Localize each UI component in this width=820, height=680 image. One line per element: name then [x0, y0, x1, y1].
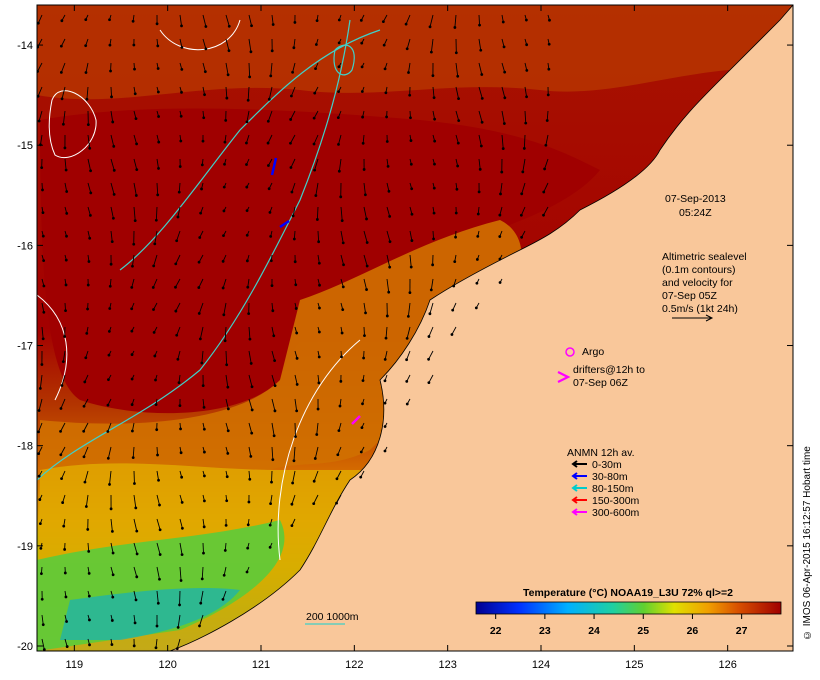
credit-text: © IMOS 06-Apr-2015 16:12:57 Hobart time — [802, 446, 813, 640]
anmn-item-label: 0-30m — [592, 459, 622, 471]
anmn-legend: ANMN 12h av. 0-30m30-80m80-150m150-300m3… — [567, 447, 640, 519]
image-date: 07-Sep-2013 — [665, 193, 726, 205]
anmn-mooring-30-80m — [270, 157, 278, 176]
lon-tick-label: 125 — [625, 659, 643, 671]
colorbar-tick-label: 26 — [687, 625, 699, 637]
colorbar-ramp — [475, 601, 782, 615]
anmn-arrow-icon — [571, 472, 587, 480]
anmn-item-label: 150-300m — [592, 495, 640, 507]
drifters-line2: 07-Sep 06Z — [573, 377, 628, 389]
lon-tick-label: 126 — [718, 659, 736, 671]
anmn-item-label: 300-600m — [592, 507, 640, 519]
altimetry-legend: Altimetric sealevel (0.1m contours) and … — [662, 251, 747, 322]
drifters-line1: drifters@12h to — [573, 364, 645, 376]
anmn-arrow-icon — [571, 496, 587, 504]
lon-tick-label: 119 — [66, 659, 84, 671]
anmn-item-label: 80-150m — [592, 483, 634, 495]
latitude-axis: -14 -15 -16 -17 -18 -19 -20 — [17, 40, 793, 653]
colorbar-tick-label: 27 — [736, 625, 748, 637]
colorbar-tick-label: 22 — [490, 625, 502, 637]
lat-tick-label: -16 — [17, 240, 33, 252]
longitude-axis: 119 120 121 122 123 124 125 126 — [66, 5, 737, 671]
land-mass — [169, 5, 793, 651]
argo-label: Argo — [582, 346, 604, 358]
lat-tick-label: -19 — [17, 541, 33, 553]
bathymetry-contour-1000m — [37, 19, 351, 481]
altimetry-line4: 07-Sep 05Z — [662, 290, 717, 302]
drifter-marker-icon — [557, 371, 571, 383]
anmn-title: ANMN 12h av. — [567, 447, 635, 459]
anmn-arrow-icon — [571, 484, 587, 492]
lat-tick-label: -14 — [17, 40, 33, 52]
lon-tick-label: 120 — [158, 659, 176, 671]
plot-frame — [36, 4, 794, 652]
lon-tick-label: 122 — [345, 659, 363, 671]
lat-tick-label: -20 — [17, 641, 33, 653]
sst-north-band — [37, 5, 793, 100]
anmn-item-label: 30-80m — [592, 471, 628, 483]
velocity-arrows — [37, 14, 551, 651]
lon-tick-label: 124 — [532, 659, 550, 671]
lat-tick-label: -17 — [17, 341, 33, 353]
lon-tick-label: 121 — [252, 659, 270, 671]
sealevel-contour — [159, 19, 241, 51]
sealevel-contour — [37, 294, 68, 401]
argo-marker-icon — [565, 347, 575, 357]
sealevel-contour — [277, 339, 361, 561]
altimetry-line2: (0.1m contours) — [662, 264, 736, 276]
colorbar-tick-label: 24 — [588, 625, 600, 637]
anmn-arrow-icon — [571, 460, 587, 468]
anmn-mooring-300-600m — [351, 415, 361, 425]
sst-cool-cyan — [60, 588, 240, 640]
altimetry-line5: 0.5m/s (1kt 24h) — [662, 303, 738, 315]
anmn-mooring-30-80m — [279, 219, 290, 229]
lat-tick-label: -15 — [17, 140, 33, 152]
colorbar-tick-label: 25 — [637, 625, 649, 637]
lat-tick-label: -18 — [17, 441, 33, 453]
altimetry-line3: and velocity for — [662, 277, 733, 289]
lon-tick-label: 123 — [438, 659, 456, 671]
temperature-colorbar: Temperature (°C) NOAA19_L3U 72% ql>=2 22… — [475, 587, 782, 637]
image-time: 05:24Z — [679, 207, 712, 219]
bathymetry-contour-loop — [333, 44, 355, 76]
colorbar-tick-label: 23 — [539, 625, 551, 637]
anmn-arrow-icon — [571, 508, 587, 516]
depth-contours-label: 200 1000m — [306, 611, 359, 623]
scale-arrow-icon — [672, 314, 714, 322]
sealevel-contour — [48, 90, 97, 158]
altimetry-line1: Altimetric sealevel — [662, 251, 747, 263]
bathymetry-contour-200m — [119, 29, 381, 271]
colorbar-title: Temperature (°C) NOAA19_L3U 72% ql>=2 — [523, 587, 733, 599]
